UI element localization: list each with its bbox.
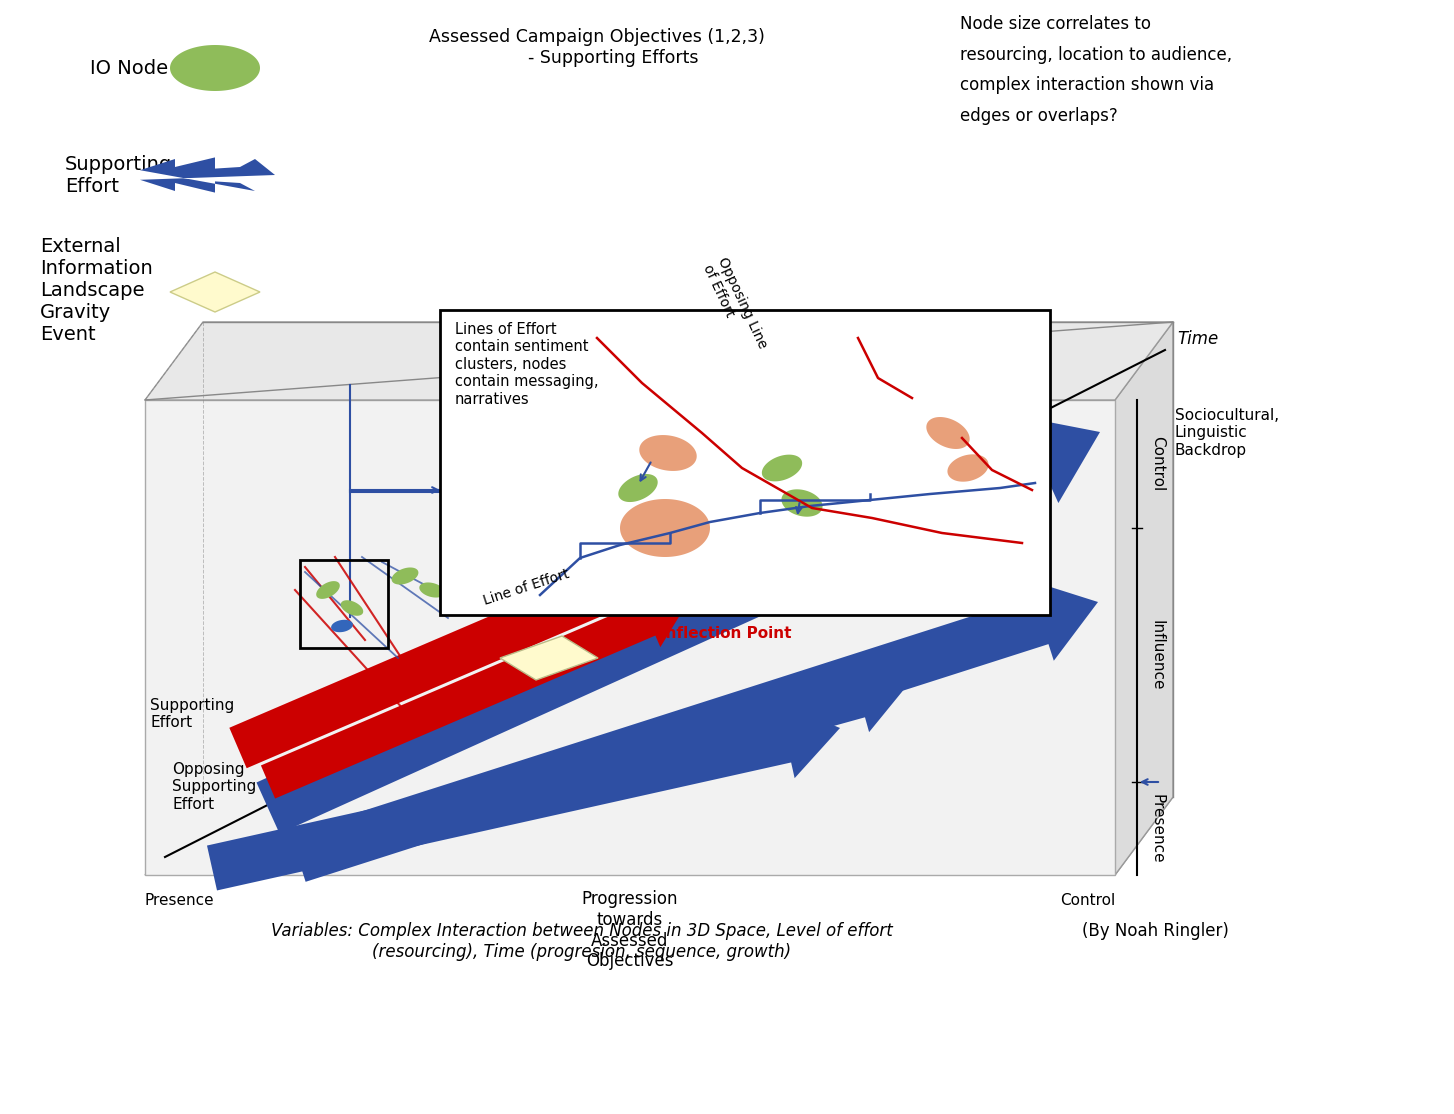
Polygon shape (206, 702, 840, 890)
Polygon shape (230, 429, 952, 769)
Polygon shape (145, 797, 1173, 874)
Polygon shape (256, 417, 1101, 833)
Text: Progression
towards
Assessed
Objectives: Progression towards Assessed Objectives (582, 890, 678, 970)
Text: Time: Time (1176, 330, 1218, 348)
Polygon shape (391, 567, 419, 585)
Text: Sociocultural,
Linguistic
Backdrop: Sociocultural, Linguistic Backdrop (1175, 408, 1280, 458)
Polygon shape (291, 579, 1098, 882)
Text: Supporting
Effort: Supporting Effort (150, 698, 234, 731)
Polygon shape (419, 583, 445, 597)
Polygon shape (781, 489, 823, 517)
Text: (By Noah Ringler): (By Noah Ringler) (1082, 922, 1229, 940)
Polygon shape (619, 499, 710, 557)
Polygon shape (640, 436, 696, 471)
Polygon shape (316, 582, 340, 599)
Text: Presence: Presence (1150, 793, 1165, 863)
Polygon shape (140, 157, 275, 193)
Text: Line of Effort: Line of Effort (481, 567, 571, 608)
Polygon shape (260, 590, 688, 799)
Polygon shape (170, 45, 260, 91)
Text: Control: Control (1150, 437, 1165, 491)
Text: Assessed Campaign Objectives (1,2,3)
      - Supporting Efforts: Assessed Campaign Objectives (1,2,3) - S… (429, 28, 765, 67)
Polygon shape (145, 322, 1173, 400)
Polygon shape (340, 600, 364, 616)
Text: Node size correlates to
resourcing, location to audience,
complex interaction sh: Node size correlates to resourcing, loca… (960, 14, 1232, 125)
Text: Presence: Presence (145, 893, 215, 908)
Text: IO Node: IO Node (90, 59, 169, 78)
Polygon shape (449, 661, 910, 829)
Text: Inflection Point: Inflection Point (660, 625, 791, 641)
Bar (300, 560, 388, 648)
Text: Supporting
Effort: Supporting Effort (65, 155, 172, 195)
Text: External
Information
Landscape
Gravity
Event: External Information Landscape Gravity E… (41, 236, 153, 343)
Polygon shape (170, 272, 260, 312)
Text: Opposing Line
of Effort: Opposing Line of Effort (699, 255, 769, 358)
Polygon shape (332, 619, 353, 633)
Polygon shape (145, 400, 1115, 874)
Bar (441, 310, 1050, 615)
Polygon shape (1115, 322, 1173, 874)
Polygon shape (948, 455, 989, 481)
Text: Influence: Influence (1150, 619, 1165, 691)
Polygon shape (500, 636, 598, 680)
Polygon shape (926, 417, 970, 449)
Text: Variables: Complex Interaction between Nodes in 3D Space, Level of effort
(resou: Variables: Complex Interaction between N… (270, 922, 893, 960)
Polygon shape (762, 455, 803, 481)
Text: Opposing
Supporting
Effort: Opposing Supporting Effort (172, 762, 256, 812)
Text: Control: Control (1060, 893, 1115, 908)
Polygon shape (618, 473, 657, 502)
Text: Lines of Effort
contain sentiment
clusters, nodes
contain messaging,
narratives: Lines of Effort contain sentiment cluste… (455, 322, 599, 407)
